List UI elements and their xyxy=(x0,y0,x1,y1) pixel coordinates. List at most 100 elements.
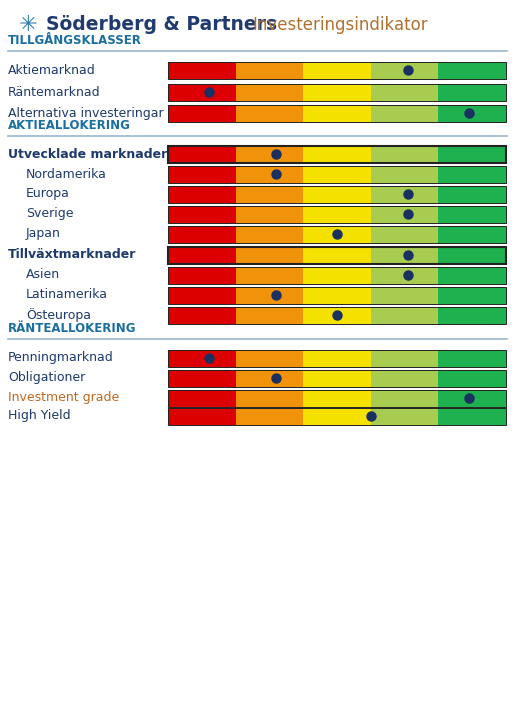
Bar xyxy=(438,186,506,203)
Bar xyxy=(168,390,506,407)
Bar xyxy=(168,205,506,222)
Bar xyxy=(168,61,235,78)
Bar xyxy=(235,205,303,222)
Bar xyxy=(168,225,506,242)
Bar xyxy=(303,145,371,162)
Bar xyxy=(438,349,506,366)
Bar xyxy=(168,306,506,323)
Bar xyxy=(303,266,371,284)
Bar xyxy=(438,266,506,284)
Text: High Yield: High Yield xyxy=(8,409,71,422)
Bar xyxy=(168,205,235,222)
Text: Sverige: Sverige xyxy=(26,208,74,220)
Bar xyxy=(235,246,303,263)
Bar xyxy=(168,349,235,366)
Bar xyxy=(438,287,506,304)
Text: Europa: Europa xyxy=(26,188,70,201)
Bar xyxy=(235,225,303,242)
Text: Asien: Asien xyxy=(26,268,60,282)
Bar xyxy=(168,407,235,424)
Bar xyxy=(371,306,438,323)
Bar xyxy=(235,186,303,203)
Bar xyxy=(235,349,303,366)
Bar xyxy=(303,407,371,424)
Bar xyxy=(303,225,371,242)
Text: ✳: ✳ xyxy=(19,15,37,35)
Bar xyxy=(371,186,438,203)
Bar xyxy=(371,83,438,100)
Text: Utvecklade marknader: Utvecklade marknader xyxy=(8,148,167,160)
Bar xyxy=(371,165,438,182)
Bar xyxy=(438,407,506,424)
Bar xyxy=(168,83,506,100)
Bar xyxy=(168,83,235,100)
Bar xyxy=(303,186,371,203)
Bar xyxy=(438,306,506,323)
Bar xyxy=(168,287,235,304)
Bar xyxy=(303,369,371,386)
Bar xyxy=(371,349,438,366)
Text: Nordamerika: Nordamerika xyxy=(26,167,107,181)
Bar xyxy=(235,390,303,407)
Bar xyxy=(303,306,371,323)
Bar xyxy=(371,104,438,121)
Bar xyxy=(235,369,303,386)
Bar xyxy=(438,83,506,100)
Bar xyxy=(438,61,506,78)
Text: Japan: Japan xyxy=(26,227,61,241)
Bar xyxy=(371,246,438,263)
Bar xyxy=(168,369,506,386)
Text: Alternativa investeringar: Alternativa investeringar xyxy=(8,107,164,119)
Bar xyxy=(438,390,506,407)
Bar xyxy=(168,145,235,162)
Bar xyxy=(168,349,506,366)
Bar xyxy=(303,390,371,407)
Text: Investment grade: Investment grade xyxy=(8,392,119,405)
Text: Räntemarknad: Räntemarknad xyxy=(8,85,100,99)
Text: TILLGÅNGSKLASSER: TILLGÅNGSKLASSER xyxy=(8,34,142,47)
Bar xyxy=(438,205,506,222)
Bar xyxy=(371,390,438,407)
Text: Penningmarknad: Penningmarknad xyxy=(8,352,114,364)
Bar xyxy=(235,145,303,162)
Bar xyxy=(303,205,371,222)
Bar xyxy=(438,165,506,182)
Text: AKTIEALLOKERING: AKTIEALLOKERING xyxy=(8,119,131,132)
Bar xyxy=(371,369,438,386)
Bar xyxy=(168,186,506,203)
Bar xyxy=(371,407,438,424)
Bar xyxy=(168,61,506,78)
Text: RÄNTEALLOKERING: RÄNTEALLOKERING xyxy=(8,322,136,335)
Bar xyxy=(168,165,506,182)
Text: Obligationer: Obligationer xyxy=(8,371,85,385)
Bar xyxy=(235,61,303,78)
Text: Latinamerika: Latinamerika xyxy=(26,289,108,301)
Bar xyxy=(168,287,506,304)
Bar xyxy=(235,306,303,323)
Bar xyxy=(168,145,506,162)
Text: Tillväxtmarknader: Tillväxtmarknader xyxy=(8,249,136,261)
Bar xyxy=(303,287,371,304)
Bar xyxy=(371,61,438,78)
Bar xyxy=(235,83,303,100)
Bar xyxy=(168,266,235,284)
Bar xyxy=(371,287,438,304)
Bar xyxy=(303,349,371,366)
Bar xyxy=(371,266,438,284)
Text: Söderberg & Partners: Söderberg & Partners xyxy=(46,16,277,35)
Bar xyxy=(168,246,235,263)
Text: Östeuropa: Östeuropa xyxy=(26,308,91,322)
Bar xyxy=(168,306,235,323)
Bar xyxy=(303,246,371,263)
Bar xyxy=(168,407,506,424)
Text: Investeringsindikator: Investeringsindikator xyxy=(252,16,427,34)
Bar xyxy=(235,407,303,424)
Bar xyxy=(168,246,506,263)
Bar xyxy=(438,104,506,121)
Bar xyxy=(168,266,506,284)
Bar xyxy=(303,61,371,78)
Bar xyxy=(371,145,438,162)
Bar xyxy=(303,83,371,100)
Bar xyxy=(235,104,303,121)
Bar xyxy=(168,390,235,407)
